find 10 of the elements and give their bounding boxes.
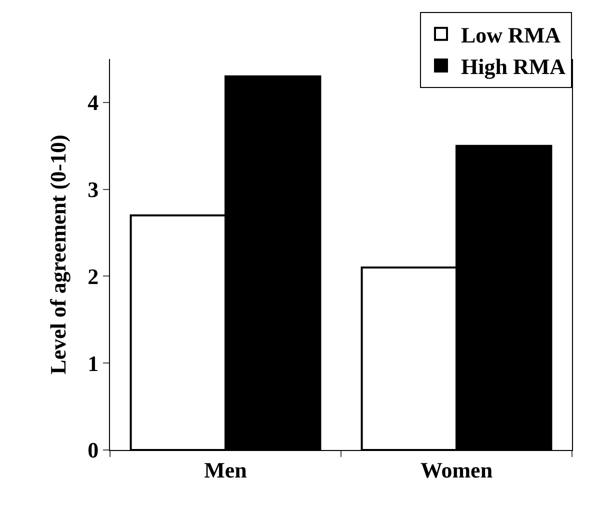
y-tick-label: 4 xyxy=(88,90,99,116)
x-tick-label: Men xyxy=(204,457,247,482)
x-tick-label: Women xyxy=(420,457,493,482)
y-tick-label: 0 xyxy=(88,438,99,463)
legend-label: High RMA xyxy=(461,54,566,80)
legend-label: Low RMA xyxy=(461,22,561,48)
y-tick-label: 1 xyxy=(88,350,99,376)
y-tick-label: 2 xyxy=(88,264,99,289)
y-tick-label: 3 xyxy=(88,177,99,202)
y-axis-title: Level of agreement (0-10) xyxy=(45,134,70,374)
